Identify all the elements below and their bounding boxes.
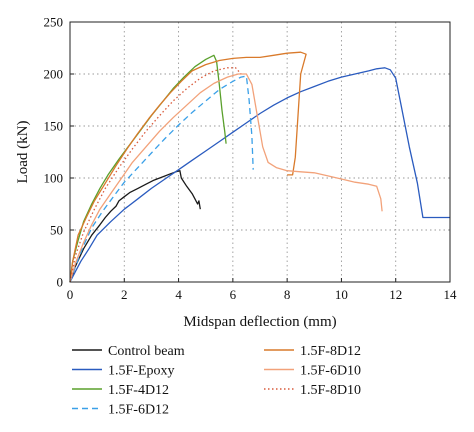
legend-label: 1.5F-8D10 [300,383,361,398]
y-tick-label: 150 [44,119,64,134]
y-tick-label: 100 [44,171,64,186]
legend-label: Control beam [108,344,185,359]
y-axis-title: Load (kN) [15,121,31,184]
series-line-3 [69,54,227,283]
x-axis-ticks: 0 2 4 6 8 10 12 14 [67,278,457,302]
x-tick-label: 0 [67,287,74,302]
x-tick-label: 14 [444,287,458,302]
legend-label: 1.5F-Epoxy [108,364,175,379]
x-tick-label: 2 [121,287,128,302]
series-line-7 [69,67,242,283]
y-tick-label: 200 [44,67,64,82]
x-tick-label: 4 [175,287,182,302]
y-tick-label: 250 [44,15,64,30]
series-line-6 [69,73,383,283]
x-tick-label: 12 [389,287,402,302]
legend-label: 1.5F-4D12 [108,383,169,398]
x-axis-title: Midspan deflection (mm) [183,314,336,330]
y-tick-label: 0 [57,275,64,290]
series-line-5 [69,51,307,283]
series-line-2 [69,67,450,283]
y-axis-ticks: 0 50 100 150 200 250 [44,15,74,290]
y-tick-label: 50 [50,223,63,238]
legend-label: 1.5F-6D12 [108,403,169,418]
legend-label: 1.5F-8D12 [300,344,361,359]
legend: Control beam 1.5F-Epoxy 1.5F-4D12 1.5F-6D12… [72,344,361,418]
x-tick-label: 8 [284,287,291,302]
series-line-1 [69,170,201,283]
series-lines [69,51,450,283]
series-line-4 [69,75,254,283]
plot-frame [69,21,451,283]
x-tick-label: 6 [230,287,237,302]
legend-label: 1.5F-6D10 [300,364,361,379]
grid-lines [70,22,450,282]
x-tick-label: 10 [335,287,348,302]
